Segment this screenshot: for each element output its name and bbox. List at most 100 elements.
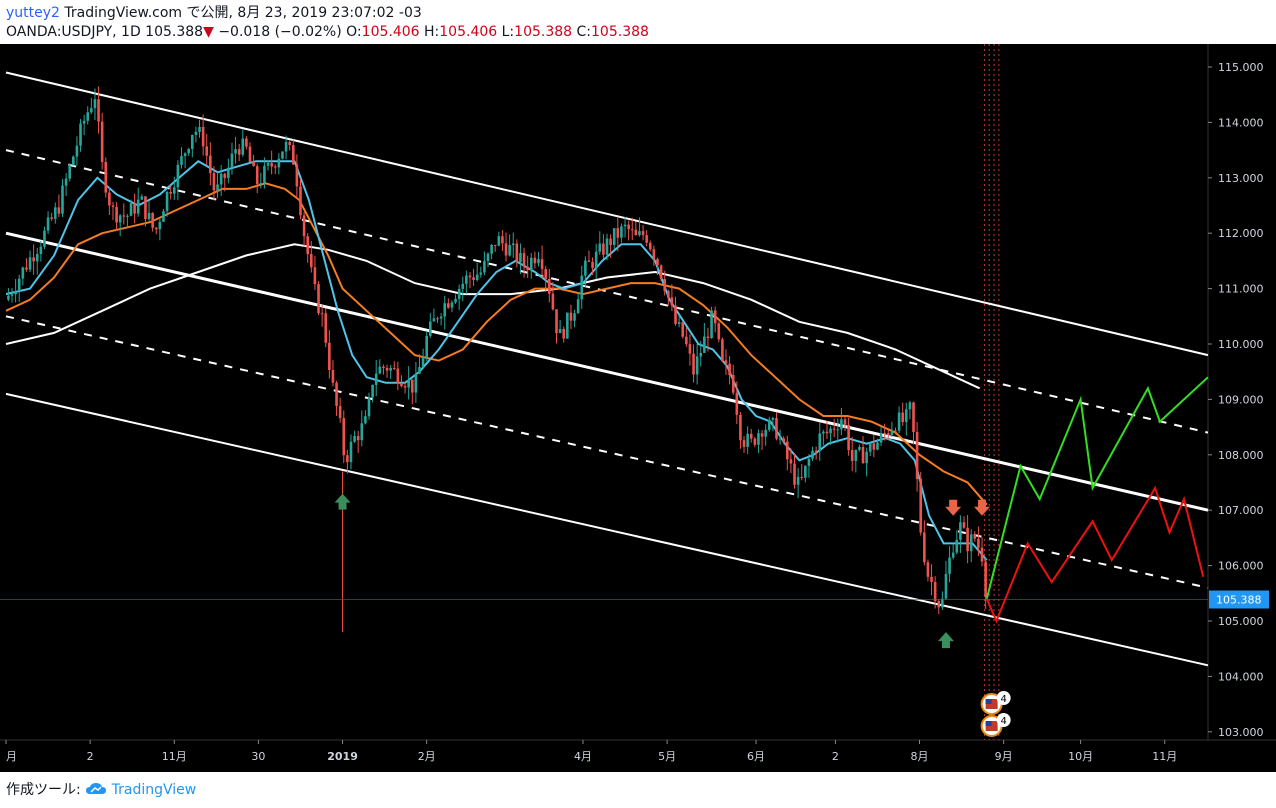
candle-body (75, 145, 79, 157)
candle-body (97, 99, 100, 122)
candle-body (717, 323, 721, 340)
candle-body (367, 397, 371, 417)
candle-body (656, 259, 659, 266)
candle-body (984, 561, 987, 598)
candle-body (465, 275, 468, 284)
candle-body (767, 419, 771, 430)
candle-body (623, 224, 627, 227)
candle-body (306, 236, 310, 255)
candle-body (418, 367, 421, 374)
candle-body (584, 260, 587, 276)
candle-body (515, 243, 519, 263)
candle-body (230, 153, 234, 168)
author-link[interactable]: yuttey2 (6, 5, 60, 21)
candle-body (742, 440, 746, 447)
candle-body (461, 283, 465, 289)
candle-body (526, 266, 529, 271)
candle-body (248, 146, 252, 163)
candle-body (876, 442, 879, 450)
candle-body (10, 294, 14, 296)
time-axis-label: 4月 (574, 750, 592, 763)
candle-body (951, 552, 955, 558)
candle-body (201, 126, 205, 147)
candle-body (706, 336, 710, 338)
price-axis-label: 114.000 (1218, 116, 1264, 129)
candle-body (699, 352, 703, 357)
candle-body (223, 173, 227, 178)
time-axis-label: 5月 (658, 750, 676, 763)
candle-body (57, 207, 61, 214)
chart-area[interactable]: 115.000 114.000 113.000 112.000 111.000 110.0… (0, 44, 1276, 772)
made-with-label: 作成ツール: (6, 782, 81, 798)
candle-body (490, 244, 493, 254)
candle-body (291, 145, 295, 165)
candle-body (674, 305, 677, 324)
last-price-label: 105.388 (1216, 594, 1262, 607)
candle-body (796, 476, 800, 485)
candle-body (172, 187, 176, 194)
candle-body (558, 329, 562, 334)
candle-body (259, 182, 263, 185)
candle-body (555, 309, 558, 334)
candle-body (811, 450, 814, 459)
price-chart[interactable]: 115.000 114.000 113.000 112.000 111.000 110.0… (0, 44, 1276, 772)
candle-body (915, 432, 919, 480)
candle-body (237, 149, 241, 155)
candle-body (126, 215, 129, 217)
high-value: 105.406 (439, 24, 498, 40)
candle-body (681, 322, 685, 337)
candle-body (43, 230, 46, 247)
candle-body (847, 424, 850, 451)
candle-body (165, 192, 169, 212)
candle-body (7, 295, 10, 300)
price-axis-label: 104.000 (1218, 670, 1264, 683)
candle-body (822, 431, 825, 434)
time-axis-label: 10月 (1068, 750, 1093, 763)
candle-body (21, 267, 25, 279)
tradingview-brand[interactable]: TradingView (111, 782, 197, 798)
candle-body (760, 433, 764, 437)
candle-body (843, 419, 847, 425)
candle-body (144, 196, 147, 220)
candle-body (609, 238, 612, 245)
candle-body (850, 450, 854, 461)
candle-body (302, 215, 306, 237)
forecast-bullish-path (985, 376, 1209, 600)
candle-body (937, 600, 941, 608)
candle-body (241, 138, 245, 155)
candle-body (328, 342, 331, 370)
candle-body (703, 336, 706, 353)
time-axis-label: 2月 (418, 750, 436, 763)
candle-body (483, 261, 486, 273)
channel-middle-line (5, 231, 1209, 512)
candle-body (187, 148, 191, 154)
candle-body (270, 163, 273, 167)
channel-lower-mid-line (5, 315, 1209, 589)
candle-body (111, 205, 115, 207)
candle-body (728, 363, 731, 376)
candle-body (378, 366, 382, 374)
candle-body (108, 192, 111, 206)
candle-body (82, 120, 86, 124)
candle-body (731, 375, 735, 393)
candle-body (122, 215, 126, 217)
candle-body (764, 429, 767, 437)
candle-body (313, 267, 317, 285)
candle-body (612, 228, 616, 245)
candle-body (35, 254, 39, 262)
candle-body (151, 212, 154, 228)
published-text: TradingView.com で公開, 8月 23, 2019 23:07:0… (64, 5, 422, 21)
candle-body (782, 438, 785, 442)
candle-body (136, 199, 140, 214)
candle-body (775, 417, 778, 439)
candle-body (472, 277, 475, 280)
candle-body (793, 463, 796, 485)
candle-body (749, 433, 753, 439)
candle-body (591, 261, 594, 269)
candle-body (277, 158, 281, 168)
ma-mid-line (5, 182, 988, 506)
candle-body (858, 446, 861, 450)
candle-body (400, 383, 403, 387)
candle-body (421, 357, 425, 368)
channel-upper-mid-line (5, 149, 1209, 434)
